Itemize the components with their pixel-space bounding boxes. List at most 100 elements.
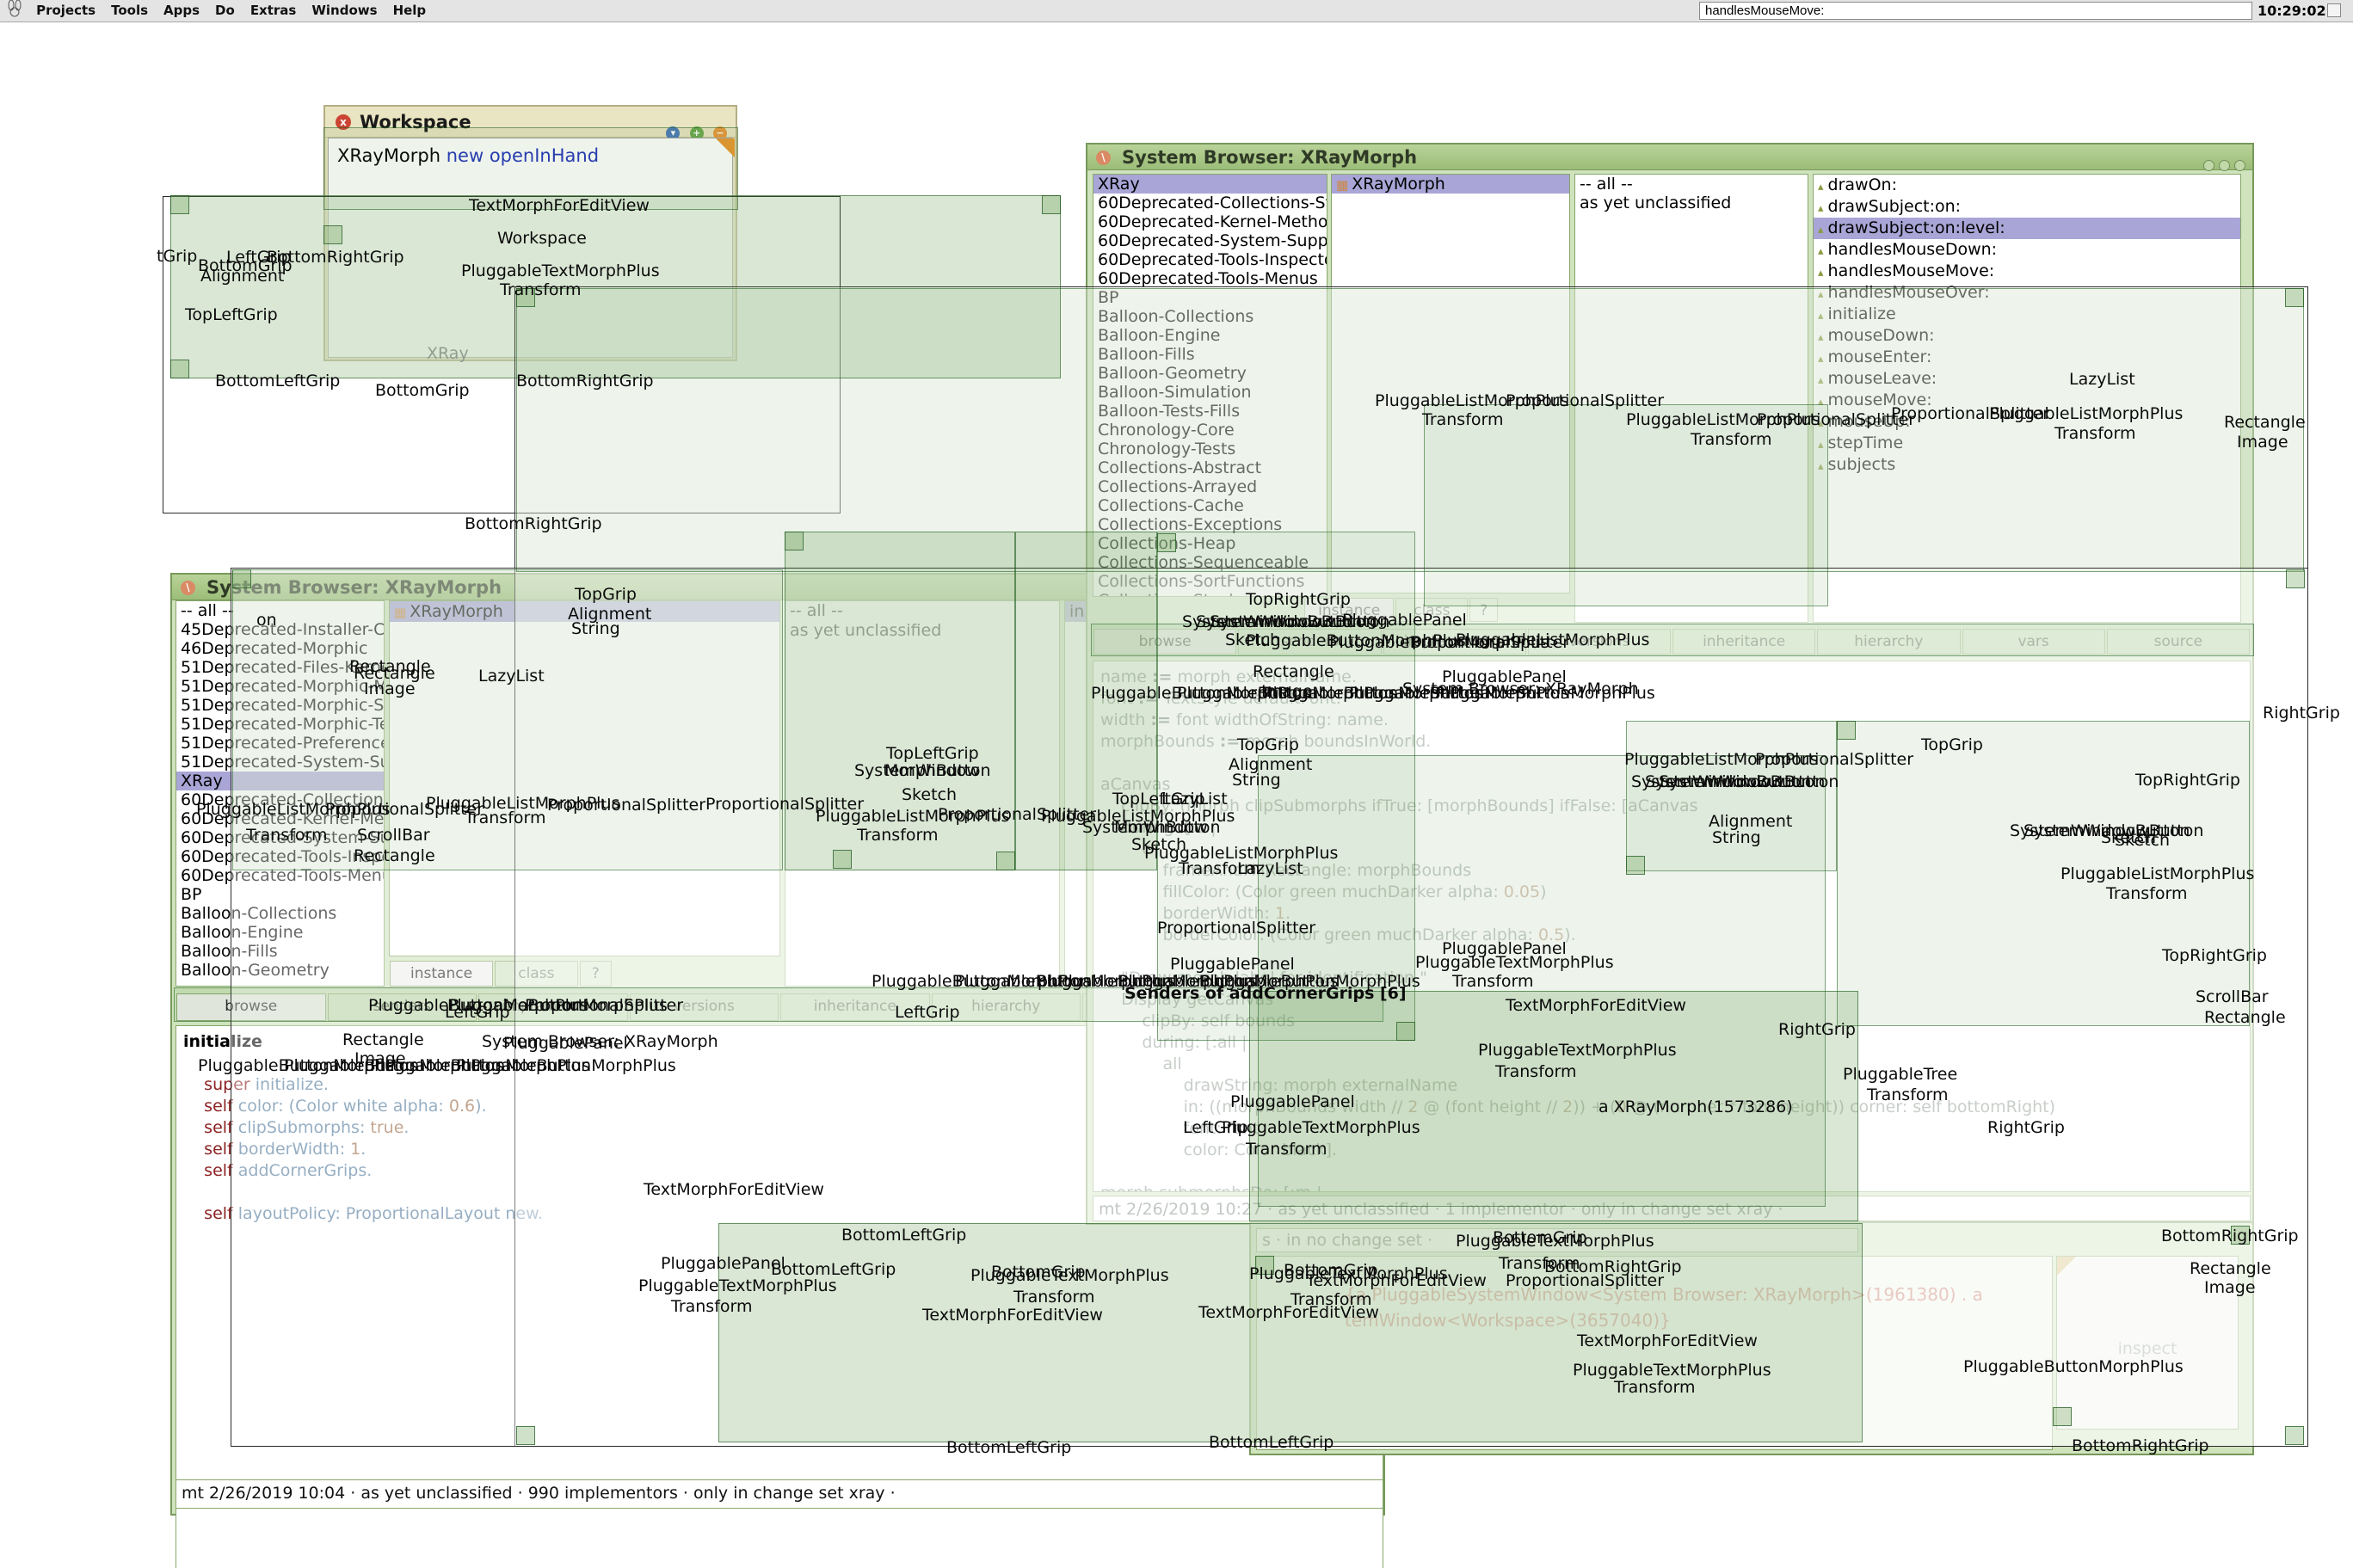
list-item[interactable]: ▴ mouseMove: [1818,390,1932,409]
button-senders[interactable]: senders [327,993,477,1021]
list-item[interactable]: Balloon-Collections [1098,307,1254,326]
list-item[interactable]: ▴ subjects [1818,455,1896,474]
list-item[interactable]: Chronology-Tests [1098,440,1236,458]
browser-top-titlebar[interactable]: \ System Browser: XRayMorph [1087,145,2252,171]
list-item[interactable]: Balloon-Fills [181,942,278,961]
class-list[interactable]: ▦ XRayMorph [389,600,780,956]
list-item[interactable]: ▴ handlesMouseMove: [1818,261,1995,280]
list-item[interactable]: ▴ handlesMouseDown: [1818,240,1998,259]
workspace-titlebar[interactable]: x Workspace ▾ + − [325,107,736,140]
close-icon[interactable]: \ [1096,151,1111,165]
collapse-icon[interactable]: − [713,126,727,140]
list-item[interactable]: as yet unclassified [790,621,942,640]
button-class[interactable]: class [495,961,578,987]
list-item[interactable]: 60Deprecated-Kernel-Methods [1098,212,1327,231]
class-list[interactable]: ▦ XRayMorph [1331,174,1570,593]
list-item[interactable]: as yet unclassified [1580,194,1732,212]
button-instance[interactable]: instance [1304,598,1395,622]
list-item[interactable]: Balloon-Geometry [181,961,330,980]
list-item[interactable]: Collections-Cache [1098,496,1244,515]
list-item[interactable]: Balloon-Geometry [1098,364,1247,383]
list-item[interactable]: Chronology-Core [1098,421,1235,440]
window-buttons[interactable] [2199,152,2245,178]
button-senders[interactable]: senders [1238,629,1382,655]
button-implementors[interactable]: implementors [478,993,628,1021]
list-item[interactable]: BP [181,885,202,904]
button-hierarchy[interactable]: hierarchy [1817,629,1961,655]
list-item[interactable]: Collections-SortFunctions [1098,572,1305,591]
close-icon[interactable]: x [336,114,351,130]
search-field[interactable] [1699,2,2252,20]
list-item[interactable]: XRay [176,772,384,790]
list-item[interactable]: 60Deprecated-Tools-Inspector [181,847,384,866]
button-implementors[interactable]: implementors [1383,629,1526,655]
list-item[interactable]: ▴ drawSubject:on:level: [1814,218,2240,239]
button-?[interactable]: ? [579,961,612,987]
list-item[interactable]: -- all -- [1580,175,1633,194]
button-instance[interactable]: instance [390,961,494,987]
category-list[interactable]: -- all --45Deprecated-Installer-Core46De… [176,600,385,987]
list-item[interactable]: 51Deprecated-Morphic-Menus [181,677,384,696]
list-item[interactable]: 60Deprecated-Tools-Menus [181,866,385,885]
list-item[interactable]: BP [1098,288,1119,307]
expand-icon[interactable]: + [689,126,704,140]
list-item[interactable]: Collections-Arrayed [1098,477,1258,496]
list-item[interactable]: 60Deprecated-Collections-Streams [181,790,384,809]
close-icon[interactable]: \ [181,581,195,595]
protocol-list[interactable]: -- all -- as yet unclassified [1574,174,1808,623]
category-list[interactable]: XRay60Deprecated-Collections-Stream60Dep… [1093,174,1327,597]
clock-icon[interactable] [2327,3,2341,17]
list-item[interactable]: 51Deprecated-System-Support [181,753,384,772]
workspace-text[interactable]: XRayMorph new openInHand [328,138,733,358]
list-item[interactable]: ▴ mouseUp: [1818,412,1911,431]
list-item[interactable]: 60Deprecated-Tools-Menus [1098,269,1318,288]
list-item[interactable]: Balloon-Engine [181,923,304,942]
button-?[interactable]: ? [1469,598,1498,622]
list-item[interactable]: Collections-Sequenceable [1098,553,1309,572]
list-item[interactable]: 46Deprecated-Morphic [181,639,368,658]
button-vars[interactable]: vars [1962,629,2105,655]
menu-item-tools[interactable]: Tools [111,3,149,18]
button-versions[interactable]: versions [629,993,779,1021]
list-item[interactable]: Balloon-Engine [1098,326,1221,345]
list-item[interactable]: -- all -- [181,601,234,620]
list-item[interactable]: Balloon-Simulation [1098,383,1252,402]
senders-code-pane[interactable]: {a PluggableSystemWindow<System Browser:… [1256,1256,2053,1450]
button-hierarchy[interactable]: hierarchy [931,993,1081,1021]
list-item[interactable]: Balloon-Collections [181,904,337,923]
list-item[interactable]: -- all -- [790,601,843,620]
menu-item-windows[interactable]: Windows [311,3,378,18]
list-item[interactable]: Collections-Exceptions [1098,515,1283,534]
list-item[interactable]: ▴ mouseDown: [1818,326,1935,345]
list-item[interactable]: 60Deprecated-Collections-Stream [1098,194,1327,212]
method-list[interactable]: ▴ drawOn: ▴ drawSubject:on: ▴ drawSubject:on:… [1813,174,2241,623]
list-item[interactable]: XRay [1093,175,1327,194]
list-item[interactable]: ▴ initialize [1818,304,1896,323]
button-class[interactable]: class [1395,598,1469,622]
button-browse[interactable]: browse [176,993,326,1021]
list-item[interactable]: Balloon-Fills [1098,345,1195,364]
menu-item-apps[interactable]: Apps [163,3,200,18]
list-item[interactable]: 60Deprecated-System-Support [1098,231,1327,250]
inspect-pane[interactable]: inspect [2056,1256,2239,1430]
list-item[interactable]: Collections-Stack [1093,591,1327,596]
button-browse[interactable]: browse [1093,629,1237,655]
protocol-list[interactable]: -- all -- as yet unclassified [785,600,1060,987]
list-item[interactable]: 51Deprecated-Files-Kernel [181,658,385,677]
list-item[interactable]: Collections-Heap [1098,534,1236,553]
list-item[interactable]: 60Deprecated-System-Support [181,828,384,847]
window-buttons[interactable]: ▾ + − [662,114,727,145]
list-item[interactable]: Balloon-Tests-Fills [1098,402,1241,421]
list-item[interactable]: ▴ mouseLeave: [1818,369,1937,388]
menu-item-help[interactable]: Help [392,3,427,18]
menu-item-do[interactable]: Do [215,3,235,18]
button-inheritance[interactable]: inheritance [780,993,930,1021]
list-item[interactable]: 51Deprecated-Morphic-Text Suppo [181,715,385,734]
list-item[interactable]: 60Deprecated-Tools-Inspector [1098,250,1327,269]
list-item[interactable]: ▴ handlesMouseOver: [1818,283,1990,302]
menu-icon[interactable]: ▾ [666,126,681,140]
list-item[interactable]: 45Deprecated-Installer-Core [181,620,385,639]
button-source[interactable]: source [2106,629,2250,655]
list-item[interactable]: ▴ drawSubject:on: [1818,197,1962,216]
list-item[interactable]: ▴ stepTime [1818,434,1904,452]
